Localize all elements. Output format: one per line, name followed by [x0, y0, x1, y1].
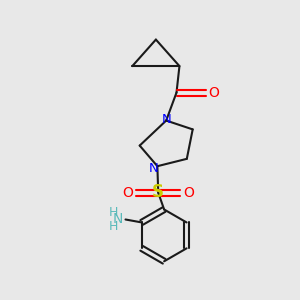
Text: O: O — [183, 186, 194, 200]
Text: S: S — [152, 183, 164, 201]
Text: N: N — [113, 212, 123, 226]
Text: H: H — [109, 206, 118, 219]
Text: N: N — [161, 112, 171, 126]
Text: N: N — [149, 162, 159, 175]
Text: H: H — [109, 220, 118, 233]
Text: O: O — [208, 85, 219, 100]
Text: O: O — [122, 186, 134, 200]
